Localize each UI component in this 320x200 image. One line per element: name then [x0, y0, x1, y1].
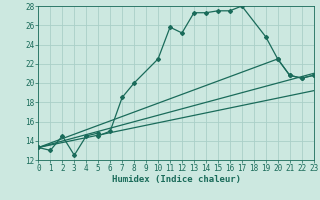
- X-axis label: Humidex (Indice chaleur): Humidex (Indice chaleur): [111, 175, 241, 184]
